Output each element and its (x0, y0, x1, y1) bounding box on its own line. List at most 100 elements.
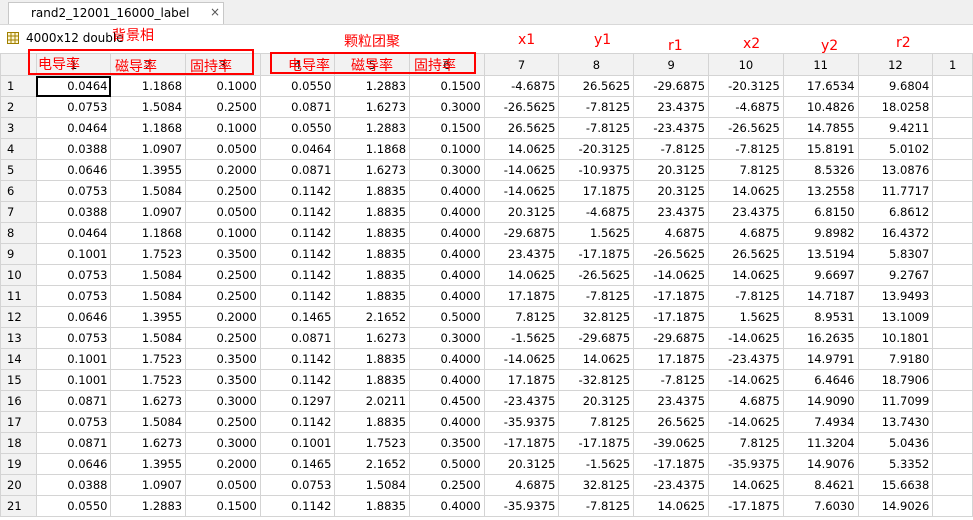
table-cell[interactable]: 26.5625 (633, 411, 710, 433)
table-cell[interactable]: 9.4211 (857, 117, 934, 139)
table-cell[interactable]: 23.4375 (633, 96, 710, 118)
table-cell[interactable]: 0.0388 (35, 138, 112, 160)
table-cell[interactable]: 0.4500 (409, 390, 485, 412)
table-cell[interactable]: 0.1142 (259, 348, 336, 370)
table-cell[interactable]: -23.4375 (633, 117, 710, 139)
table-cell[interactable]: -14.0625 (483, 159, 560, 181)
table-cell[interactable]: 0.0753 (35, 285, 112, 307)
table-cell[interactable]: 0.1000 (185, 222, 261, 244)
table-cell[interactable]: 1.3955 (110, 159, 187, 181)
table-cell[interactable]: 14.9076 (782, 453, 859, 475)
column-header[interactable]: 2 (110, 53, 187, 76)
table-cell[interactable]: 1.8835 (334, 222, 411, 244)
table-cell[interactable]: 9.8982 (782, 222, 859, 244)
table-cell[interactable]: 23.4375 (633, 390, 710, 412)
table-cell[interactable]: 0.0753 (35, 327, 112, 349)
table-cell[interactable]: 1.7523 (110, 243, 187, 265)
table-cell[interactable]: 1.6273 (110, 432, 187, 454)
table-cell[interactable]: 0.0464 (35, 75, 112, 97)
table-cell[interactable]: -23.4375 (708, 348, 784, 370)
table-cell[interactable]: 0.1142 (259, 222, 336, 244)
table-cell[interactable]: 0.2500 (185, 285, 261, 307)
table-cell[interactable]: 5.3352 (857, 453, 934, 475)
table-cell[interactable]: 14.0625 (708, 180, 784, 202)
row-header[interactable]: 20 (0, 474, 37, 496)
table-cell[interactable]: 10.4826 (782, 96, 859, 118)
table-cell[interactable]: 0.2000 (185, 453, 261, 475)
table-cell[interactable]: 1.8835 (334, 285, 411, 307)
table-cell[interactable]: -17.1875 (633, 306, 710, 328)
table-cell[interactable]: 0.0550 (35, 495, 112, 517)
table-cell[interactable]: 0.0464 (35, 117, 112, 139)
table-cell[interactable]: 1.8835 (334, 180, 411, 202)
table-cell[interactable]: 0.1142 (259, 411, 336, 433)
table-cell[interactable]: 0.1142 (259, 495, 336, 517)
table-cell[interactable]: 8.9531 (782, 306, 859, 328)
table-cell[interactable]: -17.1875 (633, 285, 710, 307)
table-cell[interactable]: 0.2000 (185, 306, 261, 328)
table-cell[interactable]: 7.6030 (782, 495, 859, 517)
table-cell[interactable]: -14.0625 (708, 411, 784, 433)
table-cell[interactable]: 1.8835 (334, 201, 411, 223)
table-cell[interactable]: 15.6638 (857, 474, 934, 496)
table-cell[interactable]: 17.1875 (558, 180, 635, 202)
table-cell[interactable]: 26.5625 (558, 75, 635, 97)
column-header[interactable]: 7 (483, 53, 560, 76)
table-cell[interactable]: 9.6697 (782, 264, 859, 286)
table-cell[interactable]: 1.6273 (334, 327, 411, 349)
table-cell[interactable]: 2.1652 (334, 306, 411, 328)
table-cell[interactable]: 1.5084 (110, 327, 187, 349)
table-cell[interactable]: 26.5625 (483, 117, 560, 139)
table-cell[interactable]: -7.8125 (633, 369, 710, 391)
table-cell[interactable]: 17.1875 (483, 285, 560, 307)
table-cell[interactable]: -17.1875 (558, 432, 635, 454)
table-cell[interactable]: 0.0464 (35, 222, 112, 244)
table-cell-empty[interactable] (932, 285, 973, 307)
table-cell[interactable]: 13.7430 (857, 411, 934, 433)
table-cell[interactable]: 7.8125 (708, 432, 784, 454)
table-cell[interactable]: 0.1001 (35, 348, 112, 370)
table-cell[interactable]: 18.7906 (857, 369, 934, 391)
table-cell[interactable]: 0.1142 (259, 243, 336, 265)
table-cell[interactable]: -20.3125 (558, 138, 635, 160)
table-cell[interactable]: -26.5625 (708, 117, 784, 139)
table-cell[interactable]: 13.5194 (782, 243, 859, 265)
table-cell[interactable]: 9.2767 (857, 264, 934, 286)
table-cell[interactable]: -1.5625 (558, 453, 635, 475)
row-header[interactable]: 16 (0, 390, 37, 412)
table-cell[interactable]: 0.4000 (409, 495, 485, 517)
row-header[interactable]: 12 (0, 306, 37, 328)
table-cell[interactable]: 1.5084 (110, 411, 187, 433)
variable-data-grid[interactable]: 1 2 3 4 5 6 7 8 9 10 11 12 1 1 0.0464 1.1868 0.1000 0.05… (0, 53, 973, 517)
table-cell[interactable]: 0.2500 (185, 327, 261, 349)
table-cell[interactable]: 0.0500 (185, 138, 261, 160)
table-cell[interactable]: -4.6875 (558, 201, 635, 223)
row-header[interactable]: 18 (0, 432, 37, 454)
table-cell[interactable]: 11.3204 (782, 432, 859, 454)
table-cell[interactable]: 1.5625 (708, 306, 784, 328)
table-cell[interactable]: -1.5625 (483, 327, 560, 349)
table-cell[interactable]: 0.1001 (35, 369, 112, 391)
table-cell[interactable]: 1.0907 (110, 201, 187, 223)
column-header[interactable]: 12 (857, 53, 934, 76)
table-cell-empty[interactable] (932, 432, 973, 454)
table-cell-empty[interactable] (932, 369, 973, 391)
table-cell[interactable]: 20.3125 (558, 390, 635, 412)
table-cell[interactable]: 18.0258 (857, 96, 934, 118)
row-header[interactable]: 13 (0, 327, 37, 349)
table-cell[interactable]: 0.0753 (35, 180, 112, 202)
table-cell[interactable]: -14.0625 (483, 180, 560, 202)
table-cell-empty[interactable] (932, 201, 973, 223)
table-cell[interactable]: 0.4000 (409, 285, 485, 307)
table-cell[interactable]: 0.3500 (185, 348, 261, 370)
table-cell[interactable]: 0.4000 (409, 201, 485, 223)
table-cell[interactable]: 14.0625 (558, 348, 635, 370)
row-header[interactable]: 14 (0, 348, 37, 370)
table-cell[interactable]: 17.1875 (483, 369, 560, 391)
table-cell[interactable]: 7.8125 (708, 159, 784, 181)
table-cell[interactable]: 0.4000 (409, 264, 485, 286)
table-cell[interactable]: 26.5625 (708, 243, 784, 265)
table-cell-empty[interactable] (932, 411, 973, 433)
table-cell[interactable]: 1.5084 (110, 285, 187, 307)
table-cell[interactable]: 0.3500 (409, 432, 485, 454)
